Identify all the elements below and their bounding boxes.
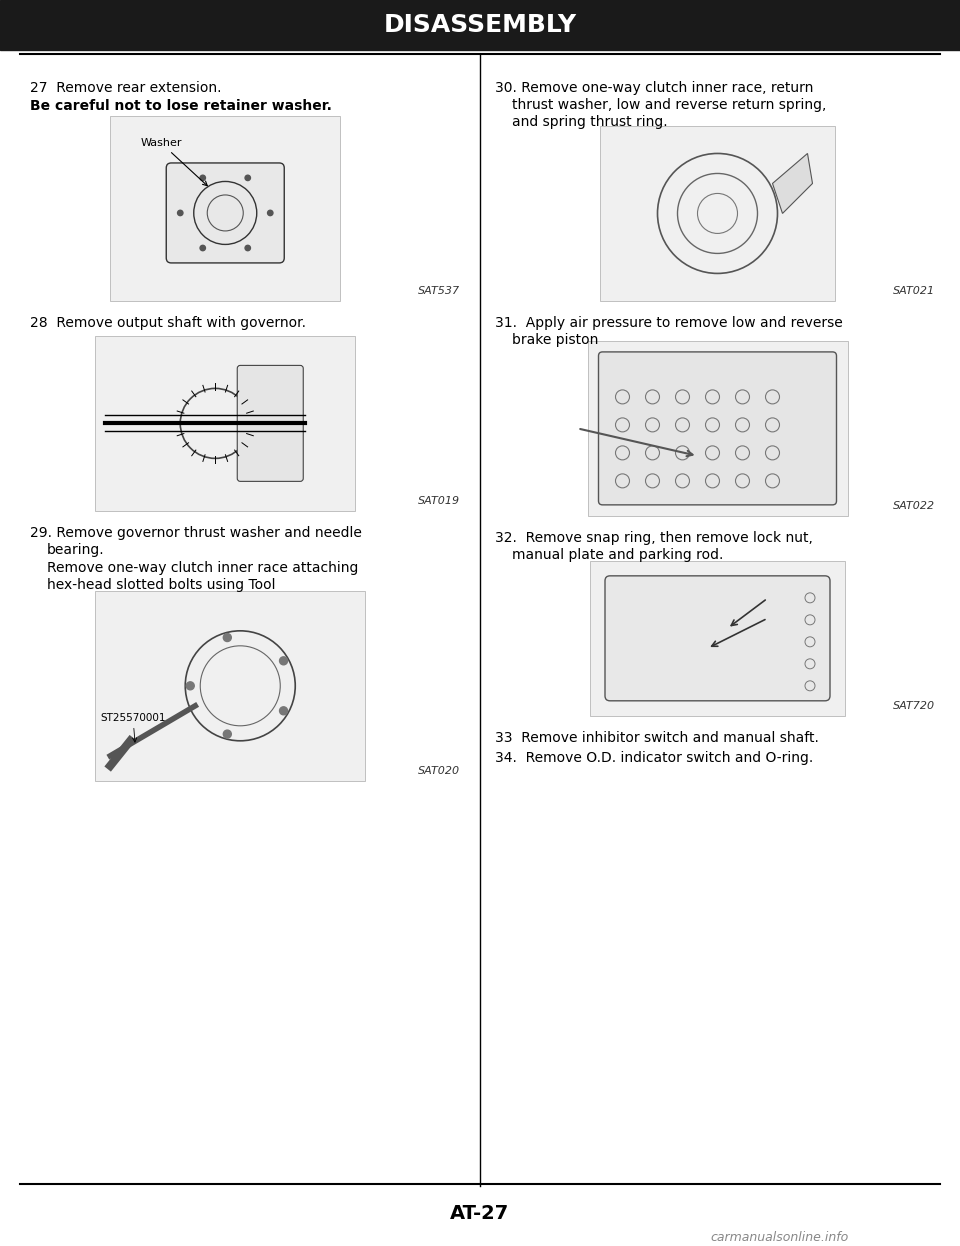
Text: DISASSEMBLY: DISASSEMBLY bbox=[383, 12, 577, 37]
Circle shape bbox=[279, 706, 288, 715]
Circle shape bbox=[224, 730, 231, 738]
Text: and spring thrust ring.: and spring thrust ring. bbox=[512, 115, 667, 130]
Text: ST25570001: ST25570001 bbox=[100, 713, 166, 743]
Circle shape bbox=[200, 176, 205, 181]
Text: AT-27: AT-27 bbox=[450, 1204, 510, 1224]
Text: SAT019: SAT019 bbox=[418, 496, 460, 506]
Bar bbox=[0, 0, 960, 50]
Text: 29. Remove governor thrust washer and needle: 29. Remove governor thrust washer and ne… bbox=[30, 526, 362, 540]
FancyBboxPatch shape bbox=[237, 365, 303, 481]
Text: 33  Remove inhibitor switch and manual shaft.: 33 Remove inhibitor switch and manual sh… bbox=[495, 731, 819, 745]
FancyBboxPatch shape bbox=[166, 163, 284, 263]
Circle shape bbox=[245, 245, 251, 250]
Text: SAT537: SAT537 bbox=[418, 285, 460, 295]
Text: SAT021: SAT021 bbox=[893, 285, 935, 295]
Text: 31.  Apply air pressure to remove low and reverse: 31. Apply air pressure to remove low and… bbox=[495, 316, 843, 330]
Text: Remove one-way clutch inner race attaching: Remove one-way clutch inner race attachi… bbox=[47, 561, 358, 574]
FancyBboxPatch shape bbox=[110, 116, 340, 302]
Text: brake piston: brake piston bbox=[512, 333, 598, 346]
Text: hex-head slotted bolts using Tool: hex-head slotted bolts using Tool bbox=[47, 578, 276, 592]
Text: SAT720: SAT720 bbox=[893, 700, 935, 710]
Circle shape bbox=[224, 633, 231, 642]
FancyBboxPatch shape bbox=[600, 126, 835, 302]
Circle shape bbox=[279, 657, 288, 665]
Circle shape bbox=[245, 176, 251, 181]
Text: carmanualsonline.info: carmanualsonline.info bbox=[710, 1231, 850, 1245]
Text: manual plate and parking rod.: manual plate and parking rod. bbox=[512, 548, 724, 562]
Text: 27  Remove rear extension.: 27 Remove rear extension. bbox=[30, 81, 222, 95]
Text: 28  Remove output shaft with governor.: 28 Remove output shaft with governor. bbox=[30, 316, 306, 330]
Text: Be careful not to lose retainer washer.: Be careful not to lose retainer washer. bbox=[30, 98, 332, 113]
Circle shape bbox=[178, 211, 183, 216]
Text: 30. Remove one-way clutch inner race, return: 30. Remove one-way clutch inner race, re… bbox=[495, 81, 813, 95]
Circle shape bbox=[268, 211, 273, 216]
FancyBboxPatch shape bbox=[95, 591, 365, 781]
Text: Washer: Washer bbox=[140, 138, 207, 186]
FancyBboxPatch shape bbox=[95, 336, 355, 511]
Text: thrust washer, low and reverse return spring,: thrust washer, low and reverse return sp… bbox=[512, 98, 827, 112]
FancyBboxPatch shape bbox=[590, 561, 845, 715]
FancyBboxPatch shape bbox=[605, 576, 830, 700]
Polygon shape bbox=[773, 153, 812, 213]
Circle shape bbox=[200, 245, 205, 250]
Text: 32.  Remove snap ring, then remove lock nut,: 32. Remove snap ring, then remove lock n… bbox=[495, 531, 813, 545]
Circle shape bbox=[186, 682, 194, 690]
Text: SAT020: SAT020 bbox=[418, 766, 460, 776]
Text: 34.  Remove O.D. indicator switch and O-ring.: 34. Remove O.D. indicator switch and O-r… bbox=[495, 751, 813, 765]
Text: SAT022: SAT022 bbox=[893, 501, 935, 511]
FancyBboxPatch shape bbox=[588, 341, 848, 516]
FancyBboxPatch shape bbox=[598, 351, 836, 505]
Text: bearing.: bearing. bbox=[47, 543, 105, 557]
